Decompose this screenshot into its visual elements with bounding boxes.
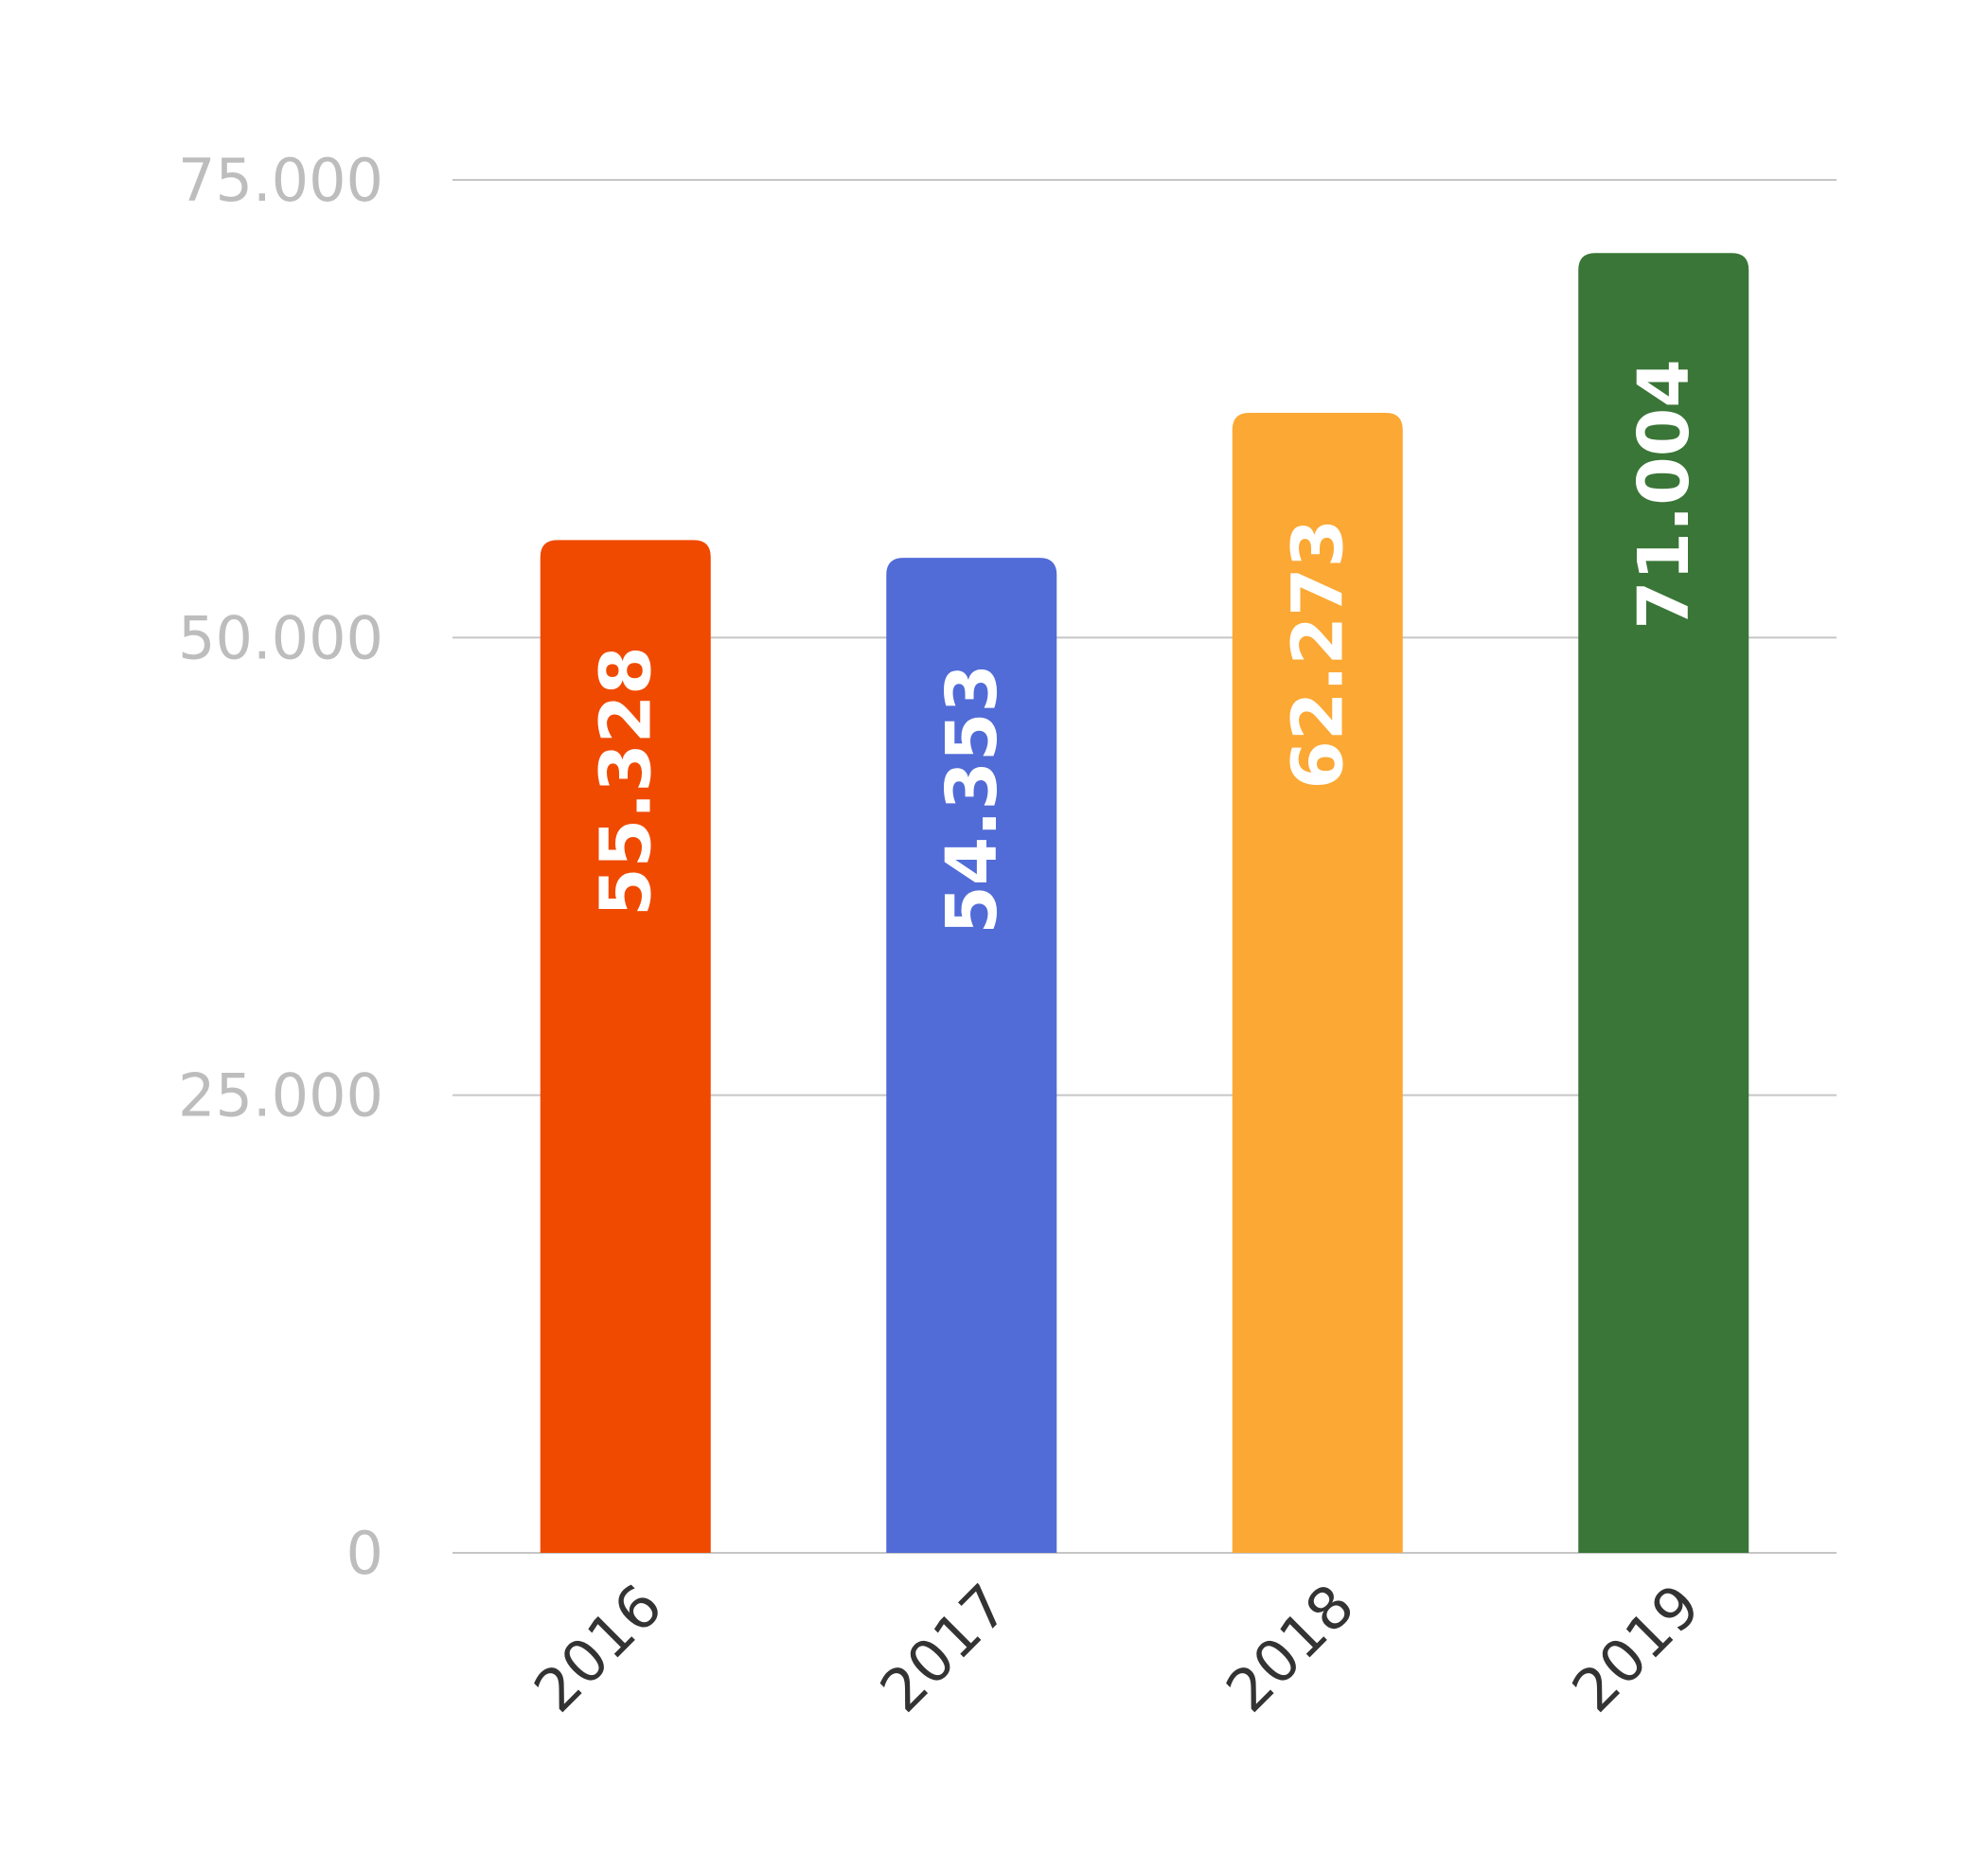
x-tick-label-2016: 2016: [521, 1571, 675, 1725]
y-tick-label-0: 0: [346, 1519, 383, 1588]
data-label-2017: 54.353: [932, 664, 1013, 935]
bar-2017[interactable]: [886, 558, 1057, 1554]
x-tick-label-2019: 2019: [1559, 1571, 1713, 1725]
data-label-2019: 71.004: [1624, 359, 1705, 630]
x-axis: 2016 2017 2018 2019: [521, 1571, 1713, 1725]
data-label-2016: 55.328: [586, 646, 667, 917]
x-tick-label-2017: 2017: [867, 1571, 1021, 1725]
data-label-2018: 62.273: [1278, 519, 1359, 790]
x-tick-label-2018: 2018: [1213, 1571, 1367, 1725]
data-labels: 55.328 54.353 62.273 71.004: [586, 359, 1706, 934]
y-tick-label-1: 25.000: [178, 1061, 383, 1131]
bar-2019[interactable]: [1578, 253, 1749, 1554]
bar-2018[interactable]: [1232, 413, 1403, 1554]
bar-2016[interactable]: [540, 540, 711, 1553]
y-axis: 0 25.000 50.000 75.000: [178, 146, 383, 1588]
y-tick-label-3: 75.000: [178, 146, 383, 215]
bars: [540, 253, 1749, 1554]
y-tick-label-2: 50.000: [178, 603, 383, 672]
